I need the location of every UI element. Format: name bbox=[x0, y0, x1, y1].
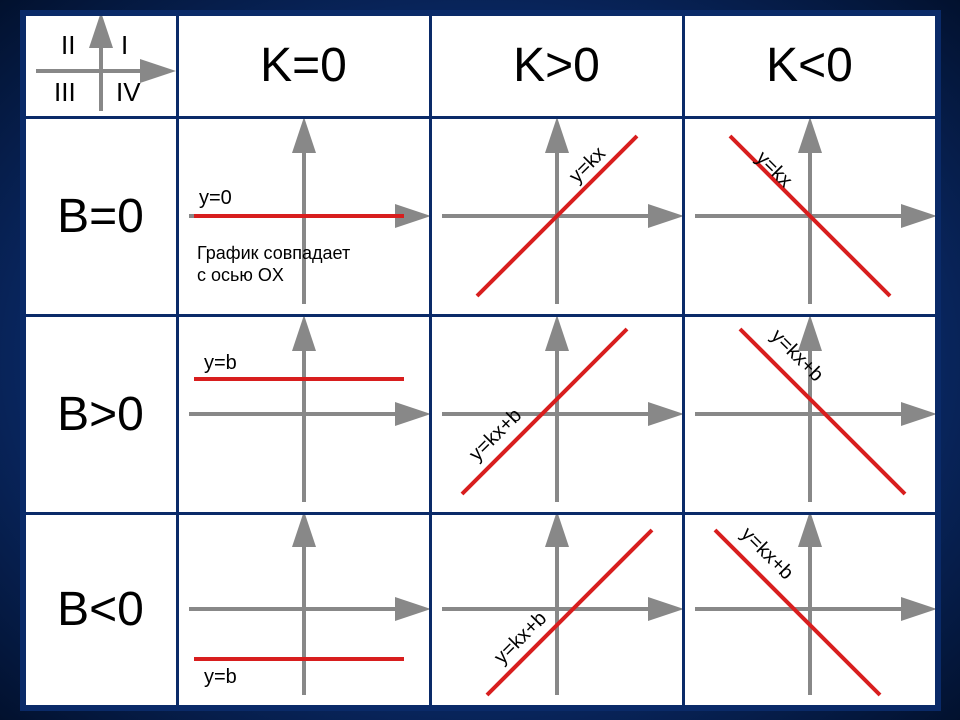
row-b0: B=0 y=0 График совпадает с осью OX bbox=[24, 117, 936, 315]
cell-bpos-kneg: y=kx+b bbox=[683, 315, 936, 513]
row-bpos: B>0 y=b y=kx+b bbox=[24, 315, 936, 513]
function-line bbox=[715, 530, 880, 695]
col-header-k0-text: K=0 bbox=[260, 39, 347, 92]
graph-bneg-kneg: y=kx+b bbox=[685, 515, 935, 705]
quadrant-diagram: II I III IV bbox=[26, 16, 176, 116]
cell-bneg-k0: y=b bbox=[177, 513, 430, 706]
graph-bpos-k0: y=b bbox=[179, 317, 429, 512]
row-header-bpos: B>0 bbox=[24, 315, 177, 513]
quadrant-cell: II I III IV bbox=[24, 14, 177, 117]
equation-label: y=b bbox=[204, 666, 237, 688]
equation-label: y=kx+b bbox=[736, 522, 797, 583]
header-row: II I III IV K=0 K>0 K<0 bbox=[24, 14, 936, 117]
row-header-b0-text: B=0 bbox=[57, 190, 144, 243]
note-line2: с осью OX bbox=[197, 265, 284, 285]
row-header-b0: B=0 bbox=[24, 117, 177, 315]
graph-bpos-kpos: y=kx+b bbox=[432, 317, 682, 512]
table-panel: II I III IV K=0 K>0 K<0 B=0 bbox=[20, 10, 941, 711]
equation-label: y=0 bbox=[199, 187, 232, 209]
col-header-kpos: K>0 bbox=[430, 14, 683, 117]
row-header-bpos-text: B>0 bbox=[57, 388, 144, 441]
row-header-bneg-text: B<0 bbox=[57, 583, 144, 636]
quadrant-ii-label: II bbox=[61, 30, 75, 60]
graph-bneg-k0: y=b bbox=[179, 515, 429, 705]
equation-label: y=b bbox=[204, 352, 237, 374]
row-bneg: B<0 y=b y=kx+b bbox=[24, 513, 936, 706]
cell-b0-k0: y=0 График совпадает с осью OX bbox=[177, 117, 430, 315]
cell-bpos-kpos: y=kx+b bbox=[430, 315, 683, 513]
quadrant-iv-label: IV bbox=[116, 77, 141, 107]
linear-function-grid: II I III IV K=0 K>0 K<0 B=0 bbox=[23, 13, 938, 708]
graph-bneg-kpos: y=kx+b bbox=[432, 515, 682, 705]
cell-b0-kpos: y=kx bbox=[430, 117, 683, 315]
graph-b0-kneg: y=kx bbox=[685, 119, 935, 314]
col-header-kneg: K<0 bbox=[683, 14, 936, 117]
graph-bpos-kneg: y=kx+b bbox=[685, 317, 935, 512]
function-line bbox=[487, 530, 652, 695]
graph-b0-kpos: y=kx bbox=[432, 119, 682, 314]
cell-bneg-kpos: y=kx+b bbox=[430, 513, 683, 706]
page-background: II I III IV K=0 K>0 K<0 B=0 bbox=[0, 0, 960, 720]
cell-b0-kneg: y=kx bbox=[683, 117, 936, 315]
quadrant-i-label: I bbox=[121, 30, 128, 60]
col-header-k0: K=0 bbox=[177, 14, 430, 117]
graph-b0-k0: y=0 График совпадает с осью OX bbox=[179, 119, 429, 314]
row-header-bneg: B<0 bbox=[24, 513, 177, 706]
col-header-kpos-text: K>0 bbox=[513, 39, 600, 92]
function-line bbox=[462, 329, 627, 494]
equation-label: y=kx bbox=[564, 142, 609, 187]
cell-bpos-k0: y=b bbox=[177, 315, 430, 513]
cell-bneg-kneg: y=kx+b bbox=[683, 513, 936, 706]
equation-label: y=kx+b bbox=[766, 324, 827, 385]
quadrant-iii-label: III bbox=[54, 77, 76, 107]
equation-label: y=kx bbox=[751, 146, 796, 191]
function-line bbox=[740, 329, 905, 494]
col-header-kneg-text: K<0 bbox=[766, 39, 853, 92]
note-line1: График совпадает bbox=[197, 243, 350, 263]
